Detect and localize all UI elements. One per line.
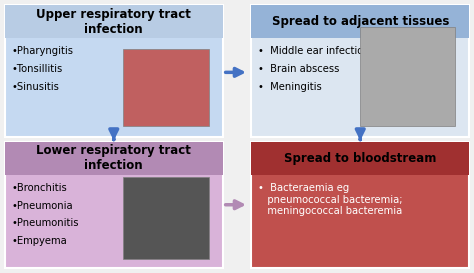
Text: •Empyema: •Empyema	[12, 236, 68, 246]
Text: •Sinusitis: •Sinusitis	[12, 82, 60, 92]
FancyBboxPatch shape	[251, 5, 469, 136]
Text: •  Meningitis: • Meningitis	[258, 82, 322, 92]
FancyBboxPatch shape	[123, 49, 209, 126]
Text: Spread to bloodstream: Spread to bloodstream	[284, 152, 437, 165]
Text: •  Brain abscess: • Brain abscess	[258, 64, 340, 74]
Text: •Pharyngitis: •Pharyngitis	[12, 46, 74, 57]
Text: Upper respiratory tract
infection: Upper respiratory tract infection	[36, 8, 191, 36]
Text: •  Bacteraemia eg
   pneumococcal bacteremia;
   meningococcal bacteremia: • Bacteraemia eg pneumococcal bacteremia…	[258, 183, 403, 216]
Text: •Bronchitis: •Bronchitis	[12, 183, 68, 193]
FancyBboxPatch shape	[251, 142, 469, 175]
FancyBboxPatch shape	[5, 142, 223, 175]
Text: Lower respiratory tract
infection: Lower respiratory tract infection	[36, 144, 191, 172]
Text: •Pneumonitis: •Pneumonitis	[12, 218, 79, 229]
FancyBboxPatch shape	[5, 5, 223, 136]
Text: •Pneumonia: •Pneumonia	[12, 201, 73, 211]
FancyBboxPatch shape	[360, 27, 455, 126]
FancyBboxPatch shape	[5, 5, 223, 38]
Text: •Tonsillitis: •Tonsillitis	[12, 64, 63, 74]
Text: Spread to adjacent tissues: Spread to adjacent tissues	[272, 15, 449, 28]
FancyBboxPatch shape	[5, 142, 223, 268]
FancyBboxPatch shape	[123, 177, 209, 259]
FancyBboxPatch shape	[251, 5, 469, 38]
FancyBboxPatch shape	[251, 142, 469, 268]
Text: •  Middle ear infection: • Middle ear infection	[258, 46, 370, 57]
